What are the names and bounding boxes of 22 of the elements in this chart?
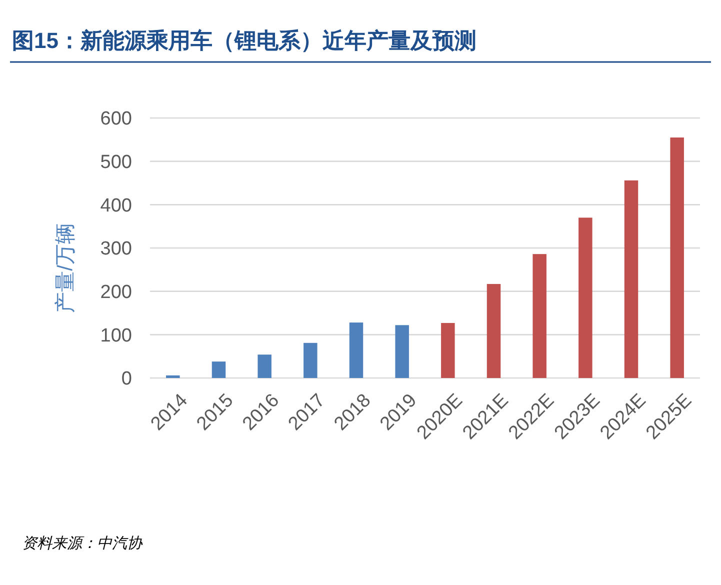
bar: [441, 322, 455, 378]
y-tick-label: 300: [100, 238, 132, 260]
chart-title: 图15：新能源乘用车（锂电系）近年产量及预测: [12, 28, 476, 53]
text: 资料来源：中汽协: [22, 535, 143, 552]
bar: [166, 375, 180, 378]
bar: [670, 138, 684, 378]
y-tick-label: 600: [100, 108, 132, 130]
y-tick-label: 400: [100, 195, 132, 216]
bar: [532, 254, 546, 378]
bar: [304, 342, 318, 378]
bar: [258, 354, 272, 378]
y-tick-label: 500: [100, 152, 132, 173]
y-tick-label: 200: [100, 282, 132, 303]
y-axis-title: 产量/万辆: [54, 223, 77, 313]
bar: [212, 362, 226, 378]
bar: [578, 218, 592, 378]
bar: [624, 180, 638, 378]
y-tick-label: 100: [100, 325, 132, 346]
bar: [395, 325, 409, 378]
bar: [486, 284, 501, 378]
bar: [349, 322, 364, 378]
y-tick-label: 0: [121, 368, 132, 390]
